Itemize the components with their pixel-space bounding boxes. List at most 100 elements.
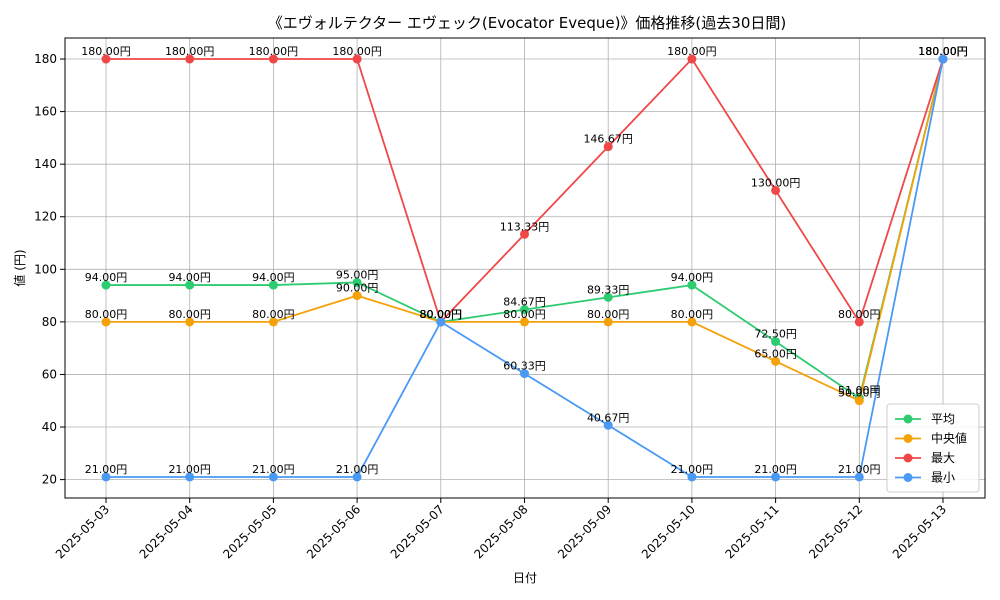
data-point — [101, 54, 111, 64]
data-label: 180.00円 — [918, 45, 968, 58]
data-point — [185, 280, 195, 290]
data-point — [771, 472, 781, 482]
data-label: 80.00円 — [838, 308, 881, 321]
data-label: 40.67円 — [587, 411, 630, 424]
y-tick-label: 160 — [34, 105, 57, 119]
data-label: 146.67円 — [583, 133, 633, 146]
data-point — [520, 229, 529, 239]
data-point — [352, 472, 362, 482]
y-tick-label: 120 — [34, 210, 57, 224]
data-label: 95.00円 — [336, 268, 379, 281]
y-tick-label: 80 — [42, 315, 57, 329]
data-point — [771, 337, 781, 347]
legend-marker — [903, 414, 913, 424]
data-label: 89.33円 — [587, 283, 630, 296]
data-label: 94.00円 — [85, 271, 128, 284]
legend-label: 中央値 — [931, 431, 967, 446]
x-tick-label: 2025-05-11 — [723, 502, 782, 561]
data-label: 180.00円 — [249, 45, 299, 58]
data-label: 80.00円 — [168, 308, 211, 321]
data-label: 65.00円 — [754, 347, 797, 360]
legend-marker — [903, 453, 913, 463]
data-point — [352, 277, 362, 287]
data-point — [938, 54, 948, 64]
data-point — [101, 472, 111, 482]
x-axis: 2025-05-03 2025-05-04 2025-05-05 2025-05-06… — [53, 498, 949, 561]
data-label: 113.33円 — [500, 220, 550, 233]
legend-label: 平均 — [931, 412, 955, 426]
data-label: 80.00円 — [420, 308, 463, 321]
data-label: 80.00円 — [85, 308, 128, 321]
data-label: 180.00円 — [918, 45, 968, 58]
data-point — [687, 472, 697, 482]
data-label: 94.00円 — [252, 271, 295, 284]
chart-title: 《エヴォルテクター エヴェック(Evocator Eveque)》価格推移(過去… — [268, 14, 786, 32]
data-labels: 94.00円 94.00円 94.00円 95.00円80.00円84.67円89.3… — [81, 45, 968, 476]
data-point — [771, 356, 781, 366]
data-label: 180.00円 — [918, 45, 968, 58]
data-point — [603, 420, 613, 430]
data-label: 80.00円 — [587, 308, 630, 321]
data-label: 94.00円 — [671, 271, 714, 284]
data-point — [268, 54, 278, 64]
x-tick-label: 2025-05-08 — [471, 502, 530, 561]
y-tick-label: 60 — [42, 367, 57, 381]
data-label: 21.00円 — [838, 463, 881, 476]
data-point — [185, 54, 195, 64]
legend-marker — [903, 473, 913, 482]
x-axis-label: 日付 — [513, 571, 537, 585]
y-tick-label: 20 — [42, 473, 57, 487]
data-point — [771, 185, 781, 195]
x-tick-label: 2025-05-09 — [555, 502, 614, 561]
data-label: 21.00円 — [754, 463, 797, 476]
data-point — [854, 472, 864, 482]
y-tick-label: 140 — [34, 157, 57, 171]
data-label: 130.00円 — [751, 176, 801, 189]
x-tick-label: 2025-05-03 — [53, 502, 112, 561]
data-point — [603, 292, 613, 302]
y-axis-label: 値 (円) — [12, 249, 27, 286]
legend-label: 最大 — [931, 451, 955, 465]
data-point — [603, 142, 613, 152]
data-point — [268, 472, 278, 482]
x-tick-label: 2025-05-13 — [890, 502, 949, 561]
data-point — [854, 317, 864, 327]
x-tick-label: 2025-05-10 — [639, 502, 698, 561]
data-label: 21.00円 — [168, 463, 211, 476]
data-point — [520, 317, 529, 327]
data-label: 180.00円 — [81, 45, 131, 58]
data-label: 80.00円 — [503, 308, 546, 321]
data-label: 180.00円 — [165, 45, 215, 58]
legend-marker — [903, 434, 913, 443]
x-tick-label: 2025-05-06 — [304, 502, 363, 561]
y-axis: 20 40 60 80 100 120 140 160 180 — [34, 52, 65, 487]
x-tick-label: 2025-05-12 — [806, 502, 865, 561]
data-point — [185, 472, 195, 482]
data-label: 180.00円 — [332, 45, 382, 58]
data-point — [436, 317, 446, 327]
data-point — [687, 280, 697, 290]
data-point — [268, 280, 278, 290]
data-point — [854, 396, 864, 406]
legend-label: 最小 — [931, 471, 955, 485]
legend-box — [886, 403, 980, 493]
data-point — [268, 317, 278, 327]
data-label: 80.00円 — [420, 308, 463, 321]
data-point — [185, 317, 195, 327]
data-point — [520, 369, 529, 379]
x-tick-label: 2025-05-05 — [220, 502, 279, 561]
data-label: 180.00円 — [667, 45, 717, 58]
data-point — [520, 305, 529, 315]
series-group — [101, 54, 948, 482]
y-tick-label: 40 — [42, 420, 57, 434]
data-label: 72.50円 — [754, 328, 797, 341]
data-label: 84.67円 — [503, 296, 546, 309]
data-label: 60.33円 — [503, 360, 546, 373]
data-label: 94.00円 — [168, 271, 211, 284]
y-tick-label: 180 — [34, 52, 57, 66]
data-point — [352, 291, 362, 301]
data-label: 180.00円 — [918, 45, 968, 58]
data-label: 21.00円 — [671, 463, 714, 476]
